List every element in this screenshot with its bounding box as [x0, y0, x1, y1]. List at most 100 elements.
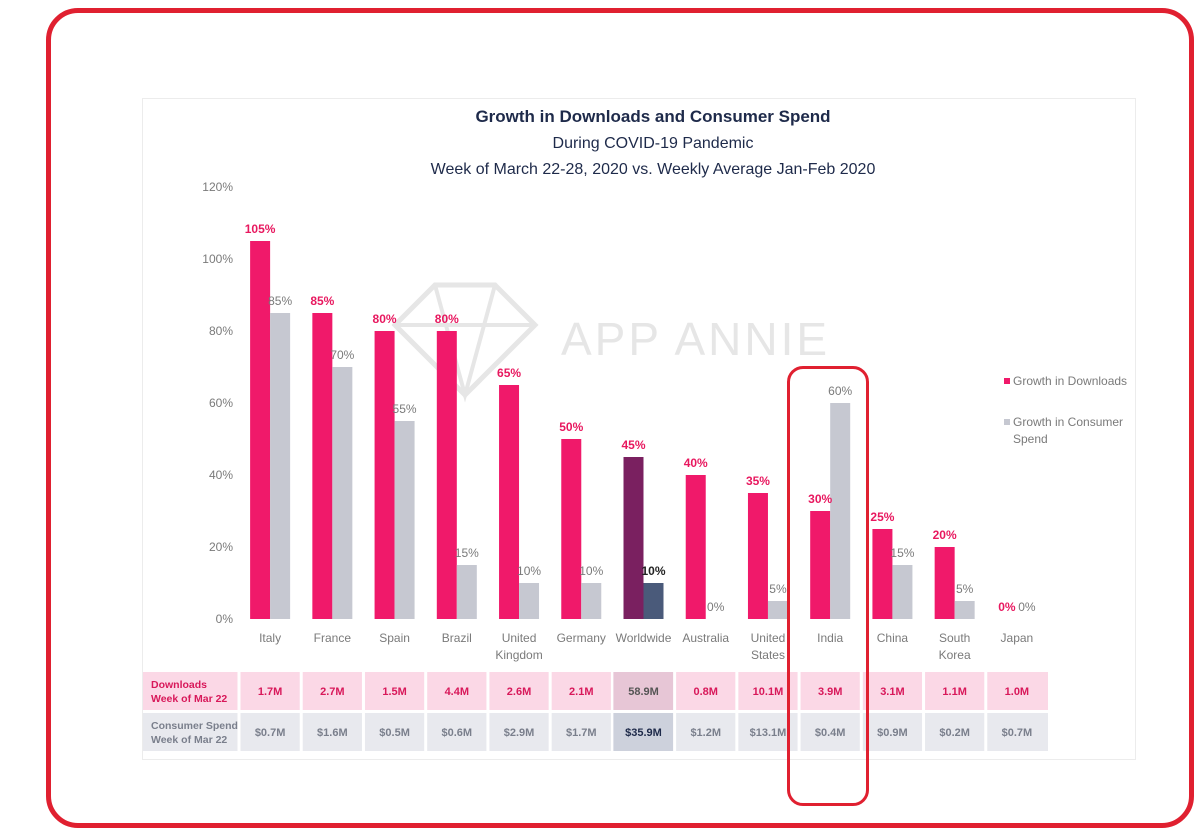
x-category-label: States	[751, 648, 785, 662]
legend-label-downloads: Growth in Downloads	[1013, 374, 1127, 388]
data-label-spend: 10%	[517, 564, 541, 578]
x-category-label: India	[817, 631, 843, 645]
data-label-spend: 10%	[579, 564, 603, 578]
x-category-label: United	[502, 631, 537, 645]
bar-downloads	[685, 475, 706, 619]
table-cell-spend: $0.7M	[1002, 727, 1033, 739]
data-label-spend: 10%	[641, 564, 665, 578]
bar-downloads	[250, 241, 271, 619]
bar-downloads	[374, 331, 395, 619]
table-cell-downloads: 3.1M	[880, 686, 904, 698]
bar-spend	[394, 421, 415, 619]
table-cell-spend: $0.4M	[815, 727, 846, 739]
bar-spend	[954, 601, 975, 619]
y-tick-label: 0%	[216, 612, 234, 626]
data-label-spend: 15%	[890, 546, 914, 560]
chart-subtitle-2: Week of March 22-28, 2020 vs. Weekly Ave…	[431, 161, 876, 178]
table-cell-downloads: 10.1M	[753, 686, 784, 698]
table-cell-spend: $13.1M	[750, 727, 787, 739]
y-tick-label: 20%	[209, 540, 233, 554]
bar-spend	[767, 601, 788, 619]
spend-row-label: Consumer Spend	[151, 720, 238, 732]
data-label-downloads: 45%	[621, 438, 645, 452]
table-cell-downloads: 2.6M	[507, 686, 531, 698]
bar-spend	[581, 583, 602, 619]
table-cell-spend: $35.9M	[625, 727, 662, 739]
data-label-downloads: 30%	[808, 492, 832, 506]
table-cell-downloads: 1.0M	[1005, 686, 1029, 698]
table-cell-spend: $2.9M	[504, 727, 535, 739]
bar-downloads	[312, 313, 333, 619]
data-label-spend: 70%	[330, 348, 354, 362]
table-cell-downloads: 4.4M	[445, 686, 469, 698]
table-cell-spend: $1.7M	[566, 727, 597, 739]
legend-label-spend: Growth in Consumer	[1013, 415, 1123, 429]
bar-downloads	[810, 511, 831, 619]
table-row-gap	[143, 710, 1048, 713]
table-cell-downloads: 58.9M	[628, 686, 659, 698]
downloads-row-label: Downloads	[151, 679, 207, 691]
legend-swatch-spend	[1004, 419, 1010, 425]
bar-spend	[456, 565, 477, 619]
downloads-row-sublabel: Week of Mar 22	[151, 693, 227, 705]
x-category-label: Japan	[1001, 631, 1034, 645]
data-label-downloads: 105%	[245, 222, 276, 236]
bar-downloads	[872, 529, 893, 619]
bar-spend	[332, 367, 353, 619]
spend-row-bg	[143, 713, 1048, 751]
data-label-spend: 55%	[393, 402, 417, 416]
chart: Growth in Downloads and Consumer Spend Du…	[143, 107, 1127, 751]
bar-spend	[270, 313, 291, 619]
data-label-downloads: 25%	[870, 510, 894, 524]
table-cell-spend: $0.5M	[379, 727, 410, 739]
worldwide-downloads-cell	[613, 672, 674, 710]
table-cell-spend: $1.2M	[690, 727, 721, 739]
chart-subtitle: During COVID-19 Pandemic	[553, 135, 754, 152]
x-category-label: Italy	[259, 631, 281, 645]
table-cell-downloads: 1.7M	[258, 686, 282, 698]
india-highlight-box	[787, 366, 869, 806]
data-label-spend: 15%	[455, 546, 479, 560]
data-label-downloads: 20%	[933, 528, 957, 542]
data-label-downloads: 35%	[746, 474, 770, 488]
bar-spend	[892, 565, 913, 619]
table-cell-spend: $0.6M	[442, 727, 473, 739]
spend-row-sublabel: Week of Mar 22	[151, 734, 227, 746]
data-label-downloads: 80%	[373, 312, 397, 326]
watermark-logo	[391, 282, 539, 403]
bar-spend	[519, 583, 540, 619]
x-category-label: Germany	[557, 631, 606, 645]
data-label-spend: 5%	[956, 582, 974, 596]
data-label-spend: 0%	[707, 600, 725, 614]
table-cell-downloads: 1.5M	[382, 686, 406, 698]
bar-downloads	[747, 493, 768, 619]
table-cell-downloads: 0.8M	[693, 686, 717, 698]
watermark-text: APP ANNIE	[561, 313, 830, 365]
x-category-label: South	[939, 631, 970, 645]
table-cell-downloads: 2.7M	[320, 686, 344, 698]
table-cell-spend: $0.2M	[939, 727, 970, 739]
table-cell-downloads: 1.1M	[942, 686, 966, 698]
table-cell-spend: $0.7M	[255, 727, 286, 739]
data-label-spend: 60%	[828, 384, 852, 398]
bar-spend	[643, 583, 664, 619]
data-label-downloads: 85%	[310, 294, 334, 308]
chart-title: Growth in Downloads and Consumer Spend	[475, 107, 830, 126]
x-category-label: Spain	[379, 631, 410, 645]
table-cell-downloads: 3.9M	[818, 686, 842, 698]
downloads-row-bg	[143, 672, 1048, 710]
x-category-label: Worldwide	[616, 631, 672, 645]
data-label-spend: 0%	[1018, 600, 1036, 614]
x-category-label: Korea	[939, 648, 971, 662]
x-category-label: Australia	[682, 631, 729, 645]
legend-swatch-downloads	[1004, 378, 1010, 384]
x-category-label: Kingdom	[495, 648, 542, 662]
y-tick-label: 60%	[209, 396, 233, 410]
data-label-downloads: 65%	[497, 366, 521, 380]
table-cell-spend: $1.6M	[317, 727, 348, 739]
data-label-downloads: 80%	[435, 312, 459, 326]
data-label-spend: 85%	[268, 294, 292, 308]
bar-spend	[830, 403, 851, 619]
x-category-label: United	[751, 631, 786, 645]
y-tick-label: 80%	[209, 324, 233, 338]
